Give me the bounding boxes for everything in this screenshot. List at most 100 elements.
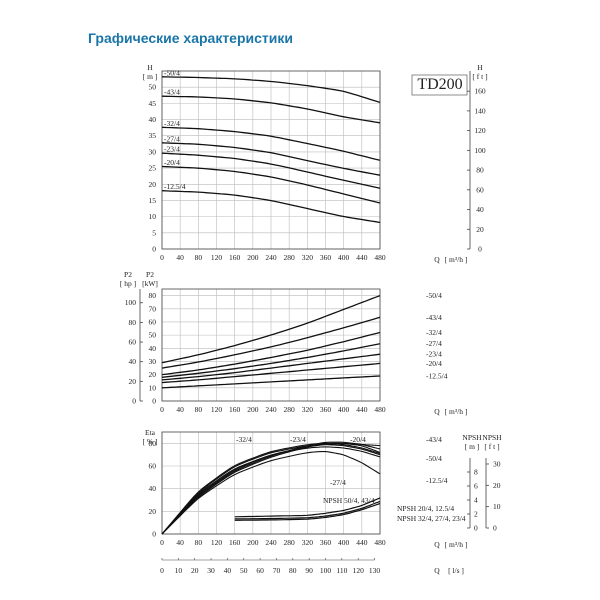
y-axis-label-right: H <box>477 63 483 72</box>
x-tick-label: 320 <box>302 405 314 414</box>
y-tick-label-ft: 160 <box>474 87 486 96</box>
x-tick-label: 40 <box>176 538 184 547</box>
y-axis-unit-hp: [ hp ] <box>120 279 136 288</box>
npsh-ft-tick-label: 0 <box>493 524 497 533</box>
series-label: -20/4 <box>164 158 180 167</box>
series-label: -50/4 <box>426 291 442 300</box>
x-tick-label: 80 <box>195 253 203 262</box>
series-label: -27/4 <box>330 478 346 487</box>
series-label: -50/4 <box>164 68 180 77</box>
series-label: -43/4 <box>164 88 180 97</box>
npsh-series-label: NPSH 32/4, 27/4, 23/4 <box>397 514 466 523</box>
x-tick-label: 280 <box>284 253 296 262</box>
ls-tick-label: 40 <box>224 566 232 575</box>
x-tick-label: 400 <box>338 253 350 262</box>
series-label: -50/4 <box>426 454 442 463</box>
model-label: TD200 <box>417 76 462 93</box>
x-tick-label: 80 <box>195 538 203 547</box>
npsh-ft-unit: [ f t ] <box>484 442 499 451</box>
y-tick-label-ft: 0 <box>478 245 482 254</box>
x-tick-label: 480 <box>374 253 386 262</box>
y-tick-label: 15 <box>149 196 157 205</box>
x-axis-label: Q <box>434 255 440 264</box>
x-tick-label: 240 <box>265 538 277 547</box>
x-tick-label: 200 <box>247 405 259 414</box>
y-axis-label-eta: Eta <box>145 428 156 437</box>
x-tick-label: 360 <box>320 253 332 262</box>
series-label: -23/4 <box>164 145 180 154</box>
y-tick-label-ft: 20 <box>476 225 484 234</box>
npsh-ft-label: NPSH <box>482 433 502 442</box>
series-label: -12.5/4 <box>426 476 448 485</box>
y-tick-label-hp: 60 <box>129 338 137 347</box>
x-tick-label: 0 <box>160 253 164 262</box>
x-tick-label: 160 <box>229 538 241 547</box>
head-curve--20/4 <box>161 165 381 204</box>
ls-tick-label: 80 <box>289 566 297 575</box>
y-tick-label: 20 <box>149 180 157 189</box>
x-tick-label: 240 <box>265 253 277 262</box>
x-axis-unit: [ m³/h ] <box>445 540 468 549</box>
series-label: -32/4 <box>426 328 442 337</box>
x-tick-label: 440 <box>356 405 368 414</box>
y-tick-label-ft: 100 <box>474 146 486 155</box>
y-tick-label-kw: 10 <box>149 383 157 392</box>
ls-tick-label: 10 <box>175 566 183 575</box>
x-tick-label: 120 <box>211 538 223 547</box>
ls-tick-label: 50 <box>240 566 248 575</box>
y-tick-label-ft: 140 <box>474 106 486 115</box>
ls-tick-label: 110 <box>336 566 347 575</box>
ls-tick-label: 120 <box>353 566 365 575</box>
y-tick-label-ft: 60 <box>476 185 484 194</box>
y-axis-unit-right: [ f t ] <box>472 72 487 81</box>
power-curve--32/4 <box>161 331 381 376</box>
series-label: -27/4 <box>426 339 442 348</box>
x-tick-label: 200 <box>247 253 259 262</box>
series-label: -27/4 <box>164 134 180 143</box>
plot-frame <box>161 288 381 402</box>
x-tick-label: 320 <box>302 538 314 547</box>
x-tick-label: 40 <box>176 253 184 262</box>
y-tick-label-hp: 40 <box>129 357 137 366</box>
ls-tick-label: 130 <box>369 566 381 575</box>
npsh-ft-tick-label: 10 <box>493 502 501 511</box>
power-curve--27/4 <box>161 343 381 378</box>
y-tick-label: 80 <box>149 439 157 448</box>
series-label: -32/4 <box>164 119 180 128</box>
y-tick-label: 0 <box>152 245 156 254</box>
eta-curve--12.5/4 <box>161 450 381 535</box>
npsh-ft-tick-label: 30 <box>493 459 501 468</box>
series-label: -43/4 <box>426 435 442 444</box>
x-axis-label: Q <box>434 407 440 416</box>
head-curve--32/4 <box>161 126 381 161</box>
y-tick-label-kw: 0 <box>152 397 156 406</box>
npsh-curve <box>234 497 381 518</box>
power-curve--50/4 <box>161 294 381 364</box>
x-axis-label: Q <box>434 540 440 549</box>
power-curve--43/4 <box>161 316 381 369</box>
npsh-m-tick-label: 8 <box>474 468 478 477</box>
y-axis-unit-kw: [kW] <box>142 279 158 288</box>
series-label: -43/4 <box>426 313 442 322</box>
y-tick-label: 40 <box>149 115 157 124</box>
npsh-series-label: NPSH 50/4, 43/4 <box>323 496 375 505</box>
head-curve--43/4 <box>161 95 381 124</box>
x-tick-label: 320 <box>302 253 314 262</box>
npsh-series-label: NPSH 20/4, 12.5/4 <box>397 504 454 513</box>
y-tick-label: 25 <box>149 164 157 173</box>
npsh-m-unit: [ m ] <box>465 442 480 451</box>
x-tick-label: 440 <box>356 253 368 262</box>
npsh-m-tick-label: 0 <box>474 524 478 533</box>
power-curve--23/4 <box>161 353 381 381</box>
y-tick-label: 0 <box>152 530 156 539</box>
x-tick-label: 400 <box>338 405 350 414</box>
eta-curve--20/4 <box>161 446 381 535</box>
x-tick-label: 40 <box>176 405 184 414</box>
y-tick-label-kw: 80 <box>149 291 157 300</box>
y-tick-label-kw: 30 <box>149 357 157 366</box>
x-axis-label-ls: Q <box>434 566 440 575</box>
series-label: -32/4 <box>236 435 252 444</box>
y-tick-label: 35 <box>149 131 157 140</box>
power-curve--20/4 <box>161 362 381 384</box>
npsh-curve <box>234 500 381 520</box>
